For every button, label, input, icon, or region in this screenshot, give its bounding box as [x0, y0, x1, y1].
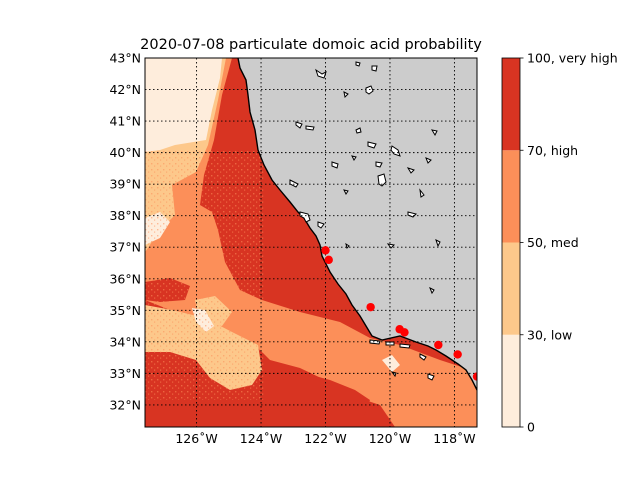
colorbar-tick-label: 30, low: [527, 327, 572, 342]
sampling-station-marker: [453, 350, 462, 359]
sampling-station-marker: [472, 372, 477, 381]
sampling-station-marker: [400, 328, 409, 337]
sampling-station-marker: [321, 246, 330, 255]
map-frame: [144, 57, 478, 428]
sampling-station-marker: [434, 340, 443, 350]
longitude-tick-labels: 126˚W 124˚W 122˚W 120˚W 118˚W: [175, 431, 475, 446]
prob-zone-veryhigh-south: [250, 370, 370, 427]
gridlines: [145, 58, 477, 427]
coastline: [237, 58, 477, 391]
lat-tick-label: 41°N: [109, 114, 141, 129]
lat-tick-label: 35°N: [109, 303, 141, 318]
colorbar-tick-label: 50, med: [527, 235, 579, 250]
lat-tick-label: 36°N: [109, 271, 141, 286]
lon-tick-label: 120˚W: [369, 431, 411, 446]
land: [238, 58, 477, 390]
colorbar: 0 30, low 50, med 70, high 100, very high: [501, 51, 618, 435]
colorbar-segment: [502, 334, 520, 427]
latitude-tick-labels: 32°N 33°N 34°N 35°N 36°N 37°N 38°N 39°N 40°N 41°N…: [109, 51, 141, 413]
lat-tick-label: 37°N: [109, 240, 141, 255]
colorbar-segment: [502, 58, 520, 151]
lat-tick-label: 32°N: [109, 397, 141, 412]
lon-tick-label: 118˚W: [433, 431, 475, 446]
map-panel: [145, 58, 477, 427]
inland-lakes: [289, 61, 441, 381]
sampling-station-marker: [366, 302, 375, 312]
colorbar-tick-label: 100, very high: [527, 51, 618, 66]
lon-tick-label: 126˚W: [175, 431, 217, 446]
colorbar-segment: [502, 242, 520, 335]
sampling-station-marker: [324, 255, 333, 265]
lat-tick-label: 40°N: [109, 145, 141, 160]
map-title: 2020-07-08 particulate domoic acid proba…: [140, 37, 482, 53]
lat-tick-label: 34°N: [109, 334, 141, 349]
lat-tick-label: 42°N: [109, 82, 141, 97]
colorbar-tick-label: 70, high: [527, 143, 578, 158]
prob-zone-low-east: [382, 355, 400, 372]
lat-tick-label: 39°N: [109, 177, 141, 192]
colorbar-segment: [502, 150, 520, 243]
lon-tick-label: 124˚W: [240, 431, 282, 446]
lat-tick-label: 38°N: [109, 208, 141, 223]
colorbar-tick-label: 0: [527, 420, 535, 435]
speckle-texture: [145, 150, 265, 400]
lat-tick-label: 43°N: [109, 51, 141, 66]
prob-zone-low-northwest: [145, 58, 222, 152]
lon-tick-label: 122˚W: [304, 431, 346, 446]
lat-tick-label: 33°N: [109, 366, 141, 381]
stations: [321, 246, 477, 381]
